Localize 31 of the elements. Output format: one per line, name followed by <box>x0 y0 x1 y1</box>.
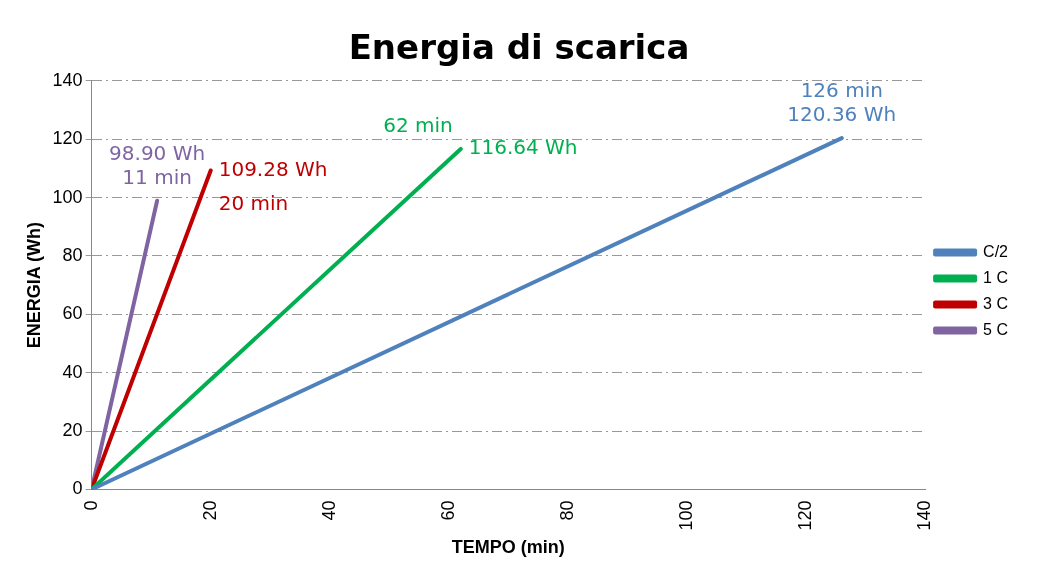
annotation: 20 min <box>218 190 289 215</box>
x-tick-label: 100 <box>675 500 696 531</box>
y-tick-label: 140 <box>52 69 83 90</box>
legend-label: 5 C <box>983 320 1009 338</box>
legend-label: 1 C <box>983 268 1009 286</box>
x-tick-label: 60 <box>437 500 458 521</box>
x-tick-label: 80 <box>556 500 577 521</box>
annotation: 120.36 Wh <box>787 102 897 127</box>
annotation: 126 min <box>800 78 883 103</box>
y-tick-label: 40 <box>62 361 83 382</box>
y-tick-label: 80 <box>62 244 83 265</box>
x-tick-label: 0 <box>80 500 101 511</box>
legend-label: 3 C <box>983 294 1009 312</box>
y-axis-title: ENERGIA (Wh) <box>23 221 44 349</box>
annotation: 116.64 Wh <box>468 135 578 160</box>
annotation: 98.90 Wh <box>109 140 206 165</box>
y-tick-label: 120 <box>52 128 83 149</box>
annotation: 11 min <box>122 164 192 189</box>
x-tick-label: 140 <box>914 500 935 531</box>
y-tick-label: 60 <box>62 303 83 324</box>
legend-label: C/2 <box>983 242 1009 260</box>
x-tick-label: 40 <box>318 500 339 521</box>
annotation: 109.28 Wh <box>218 156 328 181</box>
chart-title: Energia di scarica <box>348 27 690 68</box>
x-tick-label: 120 <box>795 500 815 531</box>
y-tick-label: 100 <box>52 186 83 207</box>
x-tick-label: 20 <box>199 500 220 521</box>
y-tick-label: 0 <box>72 478 83 499</box>
y-tick-label: 20 <box>62 419 83 440</box>
x-axis-title: TEMPO (min) <box>451 537 565 558</box>
annotation: 62 min <box>383 113 453 138</box>
